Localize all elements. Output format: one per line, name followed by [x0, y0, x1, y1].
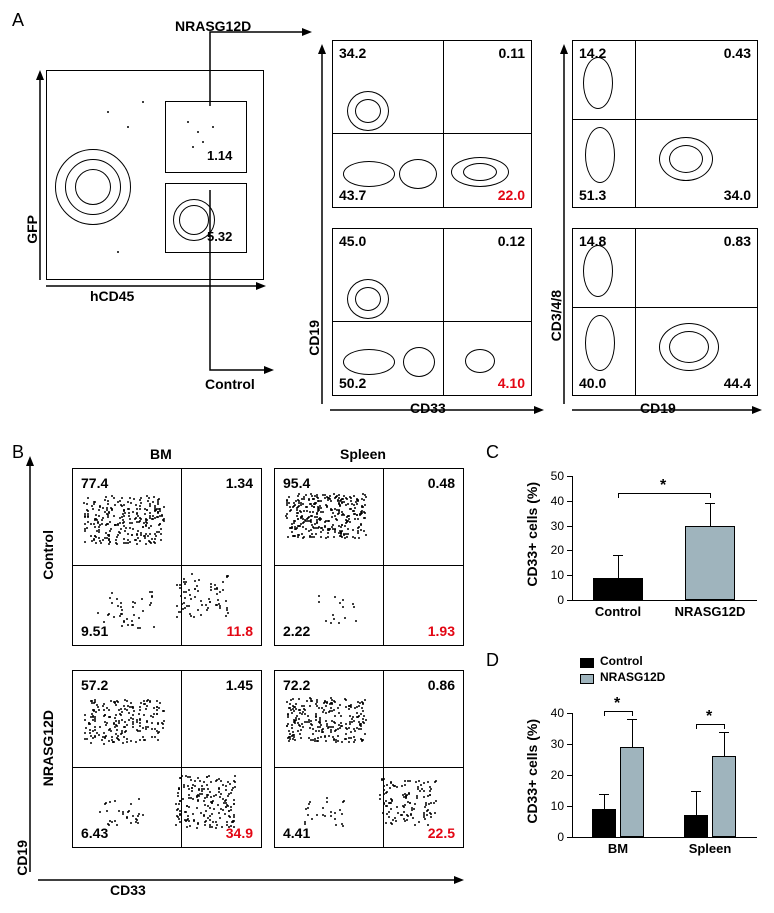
legend-nras-swatch — [580, 674, 594, 684]
gfp-axis-label: GFP — [24, 215, 40, 244]
hcd45-axis-label: hCD45 — [90, 288, 134, 304]
gfp-hcd45-plot: 1.14 5.32 — [46, 70, 264, 280]
cd33-axis-label: CD33 — [410, 400, 446, 416]
gate-top-value: 1.14 — [207, 148, 232, 163]
ul: 14.8 — [579, 233, 606, 249]
col-spleen-label: Spleen — [340, 446, 386, 462]
lr: 34.0 — [724, 187, 751, 203]
ll: 43.7 — [339, 187, 366, 203]
lr: 22.0 — [498, 187, 525, 203]
condition-nras: NRASG12D — [175, 18, 251, 34]
ur: 0.43 — [724, 45, 751, 61]
legend-nras-text: NRASG12D — [600, 670, 665, 684]
legend-control-swatch — [580, 658, 594, 668]
control-spleen-plot: 95.4 0.48 2.22 1.93 — [274, 468, 464, 646]
row-control-label: Control — [40, 530, 56, 580]
control-bm-plot: 77.4 1.34 9.51 11.8 — [72, 468, 262, 646]
cd348-axis-label: CD3/4/8 — [548, 290, 564, 341]
cd19-cd33-nras-plot: 34.2 0.11 43.7 22.0 — [332, 40, 532, 208]
cd19-cd33-control-plot: 45.0 0.12 50.2 4.10 — [332, 228, 532, 396]
nras-spleen-plot: 72.2 0.86 4.41 22.5 — [274, 670, 464, 848]
panel-c-label: C — [486, 442, 499, 463]
cd19-axis-label: CD19 — [306, 320, 322, 356]
nras-bm-plot: 57.2 1.45 6.43 34.9 — [72, 670, 262, 848]
lr: 4.10 — [498, 375, 525, 391]
cd33-bar-chart-c: 01020304050CD33+ cells (%)ControlNRASG12… — [530, 458, 760, 628]
cd33-bar-chart-d: 010203040CD33+ cells (%)*BM*Spleen — [530, 695, 760, 865]
panelb-cd33-label: CD33 — [110, 882, 146, 898]
legend-control-text: Control — [600, 654, 643, 668]
ll: 50.2 — [339, 375, 366, 391]
ur: 0.12 — [498, 233, 525, 249]
panel-d-label: D — [486, 650, 499, 671]
row-nras-label: NRASG12D — [40, 710, 56, 786]
ur: 0.11 — [499, 45, 525, 61]
panelb-cd19-label: CD19 — [14, 840, 30, 876]
panel-b-label: B — [12, 442, 24, 463]
cd19-right-axis-label: CD19 — [640, 400, 676, 416]
condition-control: Control — [205, 376, 255, 392]
cd348-cd19-control-plot: 14.8 0.83 40.0 44.4 — [572, 228, 758, 396]
cd348-cd19-nras-plot: 14.2 0.43 51.3 34.0 — [572, 40, 758, 208]
gate-bottom-value: 5.32 — [207, 229, 232, 244]
col-bm-label: BM — [150, 446, 172, 462]
ul: 14.2 — [579, 45, 606, 61]
ll: 51.3 — [579, 187, 606, 203]
ul: 45.0 — [339, 233, 366, 249]
ul: 34.2 — [339, 45, 366, 61]
ll: 40.0 — [579, 375, 606, 391]
panel-a-label: A — [12, 10, 24, 31]
lr: 44.4 — [724, 375, 751, 391]
ur: 0.83 — [724, 233, 751, 249]
